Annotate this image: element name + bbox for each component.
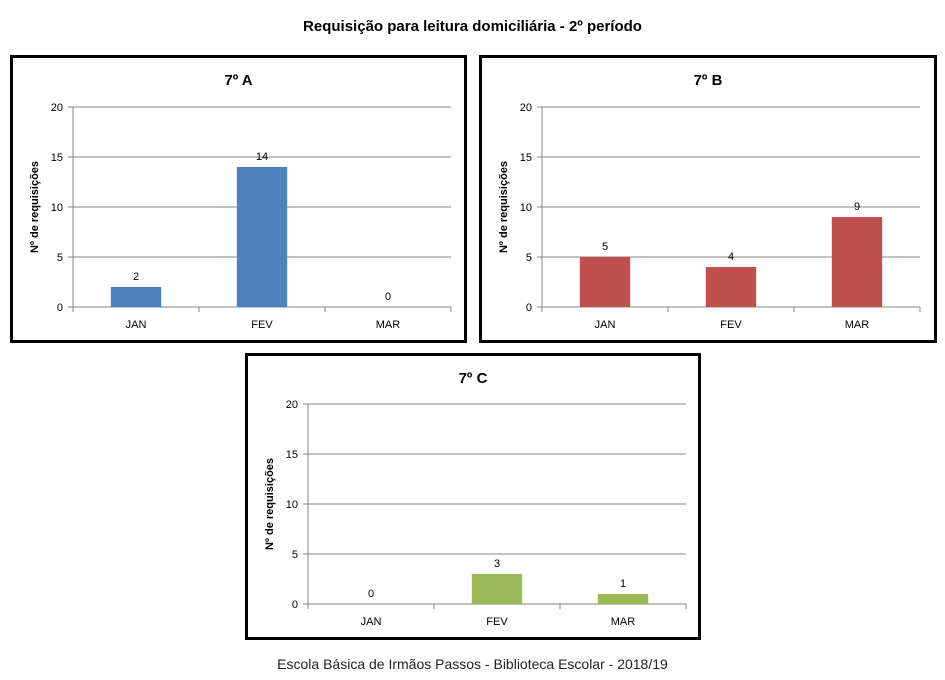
data-label: 3 [494, 558, 500, 570]
y-tick-label: 0 [57, 302, 63, 314]
bar [831, 217, 883, 307]
y-axis-title: Nº de requisições [29, 161, 41, 253]
y-tick-label: 20 [520, 102, 532, 114]
x-tick-label: MAR [611, 616, 636, 628]
data-label: 0 [385, 291, 391, 303]
bar-chart-7a: 0 5 10 15 20 Nº de requisições 2 JAN 14 FEV 0 MAR [29, 102, 452, 331]
y-tick-label: 5 [292, 549, 298, 561]
bar [110, 287, 162, 307]
bar [471, 574, 523, 604]
x-tick-label: FEV [720, 319, 742, 331]
y-tick-label: 5 [57, 252, 63, 264]
x-tick-label: FEV [486, 616, 508, 628]
y-tick-label: 15 [51, 152, 63, 164]
data-label: 0 [368, 588, 374, 600]
y-axis-title: Nº de requisições [264, 458, 276, 550]
y-tick-label: 10 [51, 202, 63, 214]
x-tick-label: FEV [251, 319, 273, 331]
y-tick-label: 20 [51, 102, 63, 114]
data-label: 9 [854, 201, 860, 213]
chart-panel-7c: 7º C 0 5 10 15 20 Nº de requisições 0 JAN 3 FEV 1 M… [245, 353, 701, 640]
data-label: 2 [133, 271, 139, 283]
data-label: 1 [620, 578, 626, 590]
bar-chart-7c: 0 5 10 15 20 Nº de requisições 0 JAN 3 FEV 1 MAR [264, 399, 687, 628]
data-label: 5 [602, 241, 608, 253]
footer-text: Escola Básica de Irmãos Passos - Bibliot… [277, 656, 668, 672]
chart-title: 7º A [224, 72, 253, 89]
x-tick-label: JAN [126, 319, 147, 331]
bar [597, 594, 649, 604]
y-tick-label: 15 [286, 449, 298, 461]
x-tick-label: JAN [595, 319, 616, 331]
y-axis-title: Nº de requisições [498, 161, 510, 253]
bar [236, 167, 288, 307]
x-tick-label: MAR [376, 319, 401, 331]
bar [579, 257, 631, 307]
chart-panel-7b: 7º B 0 5 10 15 20 Nº de requisições 5 JAN 4 FEV 9 M… [479, 55, 937, 343]
y-tick-label: 0 [526, 302, 532, 314]
y-tick-label: 10 [520, 202, 532, 214]
bar-chart-7b: 0 5 10 15 20 Nº de requisições 5 JAN 4 FEV 9 MAR [498, 102, 921, 331]
chart-title: 7º B [693, 72, 723, 89]
y-tick-label: 10 [286, 499, 298, 511]
page-title: Requisição para leitura domiciliária - 2… [303, 18, 642, 35]
data-label: 4 [728, 251, 734, 263]
bar [705, 267, 757, 307]
x-tick-label: JAN [361, 616, 382, 628]
y-tick-label: 0 [292, 599, 298, 611]
y-tick-label: 15 [520, 152, 532, 164]
y-tick-label: 5 [526, 252, 532, 264]
chart-title: 7º C [458, 370, 488, 387]
chart-panel-7a: 7º A 0 5 10 15 20 Nº de requisições 2 JAN 14 FEV 0… [10, 55, 467, 343]
x-tick-label: MAR [845, 319, 870, 331]
data-label: 14 [256, 151, 268, 163]
y-tick-label: 20 [286, 399, 298, 411]
